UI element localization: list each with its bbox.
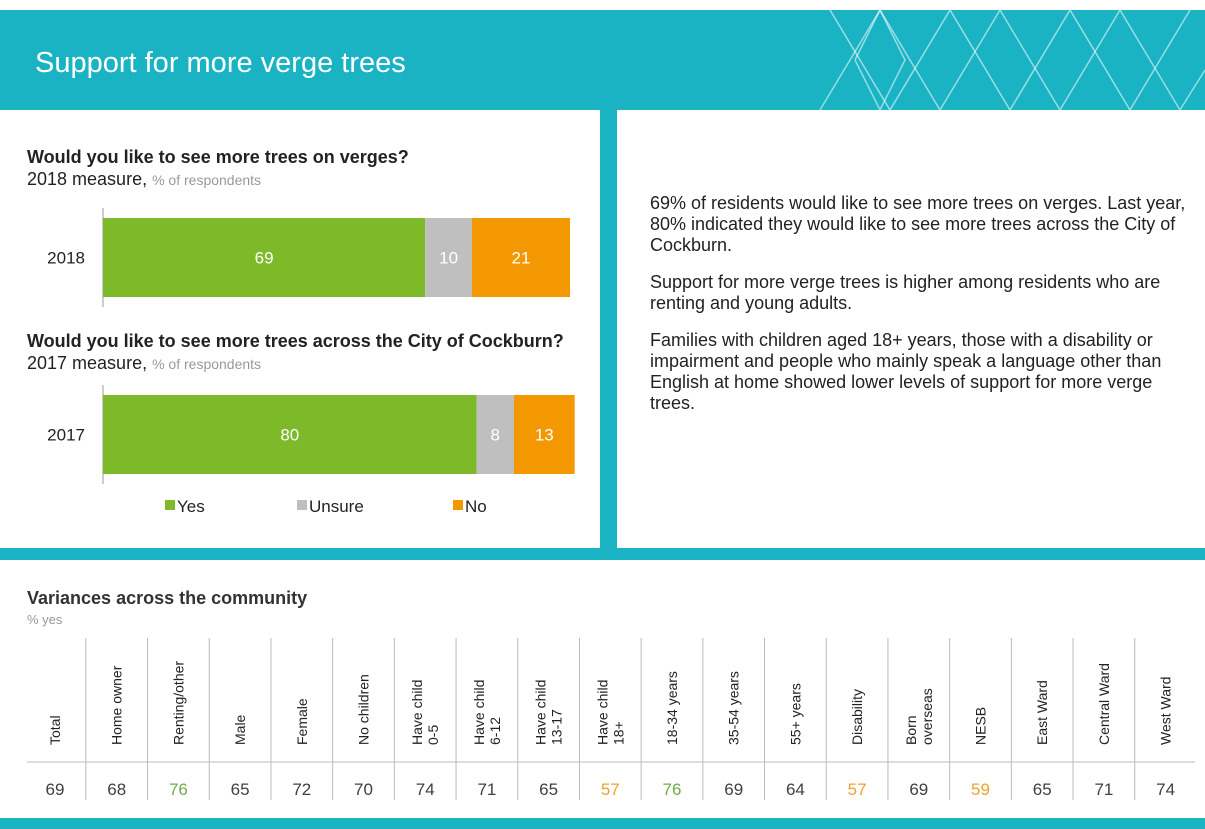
- column-header: Male: [232, 714, 248, 745]
- section-title: Variances across the community: [27, 588, 308, 608]
- column-header: East Ward: [1034, 680, 1050, 745]
- panel-title: Would you like to see more trees on verg…: [27, 146, 572, 191]
- column-header: Have child6-12: [471, 680, 503, 745]
- data-label: 69: [255, 249, 274, 268]
- divider: [0, 548, 1205, 560]
- legend-label: Yes: [177, 497, 205, 516]
- column-header: 18-34 years: [664, 671, 680, 745]
- table-value: 71: [1094, 780, 1113, 799]
- unit: % of respondents: [152, 172, 262, 188]
- column-header: Have child18+: [594, 680, 626, 745]
- column-header: Home owner: [109, 665, 125, 745]
- paragraph: 69% of residents would like to see more …: [650, 193, 1186, 255]
- legend-swatch: [297, 500, 307, 510]
- data-label: 13: [535, 426, 554, 445]
- header-band: [0, 10, 1205, 110]
- data-label: 21: [512, 249, 531, 268]
- y-tick-label: 2017: [47, 426, 85, 445]
- column-header: Central Ward: [1096, 663, 1112, 745]
- table-value: 76: [169, 780, 188, 799]
- column-header: Have child13-17: [533, 680, 565, 745]
- measure: 2018 measure,: [27, 169, 148, 189]
- column-header: Disability: [849, 689, 865, 745]
- column-header: 35-54 years: [726, 671, 742, 745]
- page-title: Support for more verge trees: [35, 47, 406, 79]
- table-value: 69: [46, 780, 65, 799]
- column-header: Have child0-5: [409, 680, 441, 745]
- data-label: 8: [491, 426, 500, 445]
- column-header: NESB: [973, 707, 989, 745]
- table-value: 68: [107, 780, 126, 799]
- table-value: 59: [971, 780, 990, 799]
- column-header: Total: [47, 715, 63, 745]
- table-value: 57: [601, 780, 620, 799]
- footer-band: [0, 818, 1205, 829]
- bar-segment: [103, 218, 426, 297]
- data-label: 80: [280, 426, 299, 445]
- paragraph: Support for more verge trees is higher a…: [650, 272, 1161, 313]
- column-header: West Ward: [1158, 677, 1174, 745]
- column-header: 55+ years: [787, 683, 803, 745]
- question: Would you like to see more trees across …: [27, 331, 564, 351]
- legend-label: No: [465, 497, 487, 516]
- bar-segment: [513, 395, 575, 474]
- section-unit: % yes: [27, 612, 63, 627]
- commentary: 69% of residents would like to see more …: [650, 193, 1195, 430]
- question: Would you like to see more trees on verg…: [27, 147, 409, 167]
- table-value: 69: [724, 780, 743, 799]
- table-value: 71: [477, 780, 496, 799]
- bar-segment: [476, 395, 514, 474]
- legend-label: Unsure: [309, 497, 364, 516]
- table-value: 57: [848, 780, 867, 799]
- data-label: 10: [439, 249, 458, 268]
- bar-segment: [103, 395, 477, 474]
- table-value: 65: [231, 780, 250, 799]
- legend-swatch: [453, 500, 463, 510]
- table-value: 74: [416, 780, 435, 799]
- paragraph: Families with children aged 18+ years, t…: [650, 330, 1162, 413]
- column-header: Female: [294, 698, 310, 745]
- table-value: 64: [786, 780, 805, 799]
- panel-title: Would you like to see more trees across …: [27, 330, 572, 375]
- table-value: 69: [909, 780, 928, 799]
- table-value: 74: [1156, 780, 1175, 799]
- bar-segment: [425, 218, 472, 297]
- table-value: 70: [354, 780, 373, 799]
- table-value: 65: [539, 780, 558, 799]
- measure: 2017 measure,: [27, 353, 148, 373]
- legend-swatch: [165, 500, 175, 510]
- table-value: 65: [1033, 780, 1052, 799]
- y-tick-label: 2018: [47, 249, 85, 268]
- column-header: Renting/other: [170, 661, 186, 745]
- header-pattern: [819, 8, 1205, 112]
- column-header: Bornoverseas: [903, 688, 935, 745]
- divider: [600, 110, 617, 550]
- bar-segment: [471, 218, 570, 297]
- table-value: 72: [292, 780, 311, 799]
- column-header: No children: [356, 674, 372, 745]
- unit: % of respondents: [152, 356, 262, 372]
- table-value: 76: [663, 780, 682, 799]
